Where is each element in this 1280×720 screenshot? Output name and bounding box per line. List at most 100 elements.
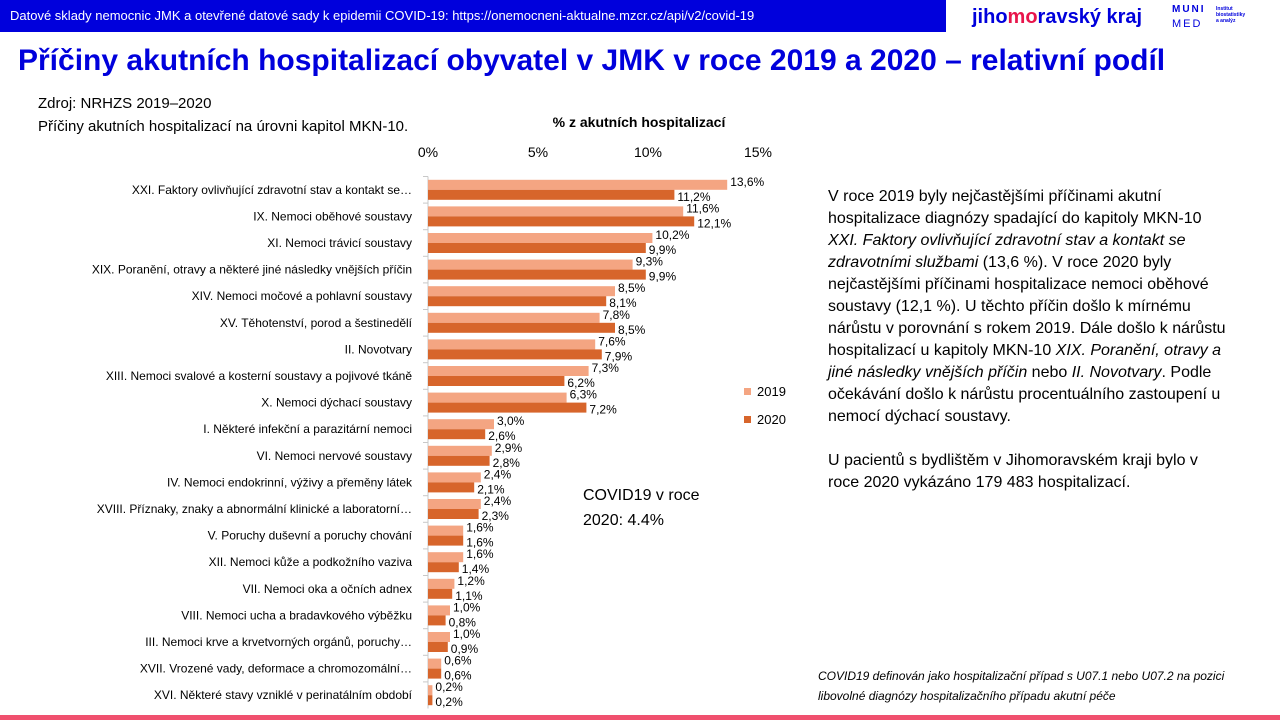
legend-swatch-2019 (744, 388, 751, 395)
bar-2019 (428, 179, 728, 190)
data-label-2020: 0,6% (444, 669, 472, 683)
category-label: VI. Nemoci nervové soustavy (257, 449, 412, 463)
category-label: I. Některé infekční a parazitární nemoci (203, 422, 412, 436)
bar-2020 (428, 668, 442, 679)
category-label: V. Poruchy duševní a poruchy chování (208, 529, 413, 543)
bar-2020 (428, 376, 565, 386)
source-line-2: Příčiny akutních hospitalizací na úrovni… (38, 118, 409, 135)
category-label: XVI. Některé stavy vzniklé v perinatální… (154, 688, 413, 702)
data-label-2019: 9,3% (636, 255, 664, 269)
bar-2020 (428, 695, 433, 706)
category-label: VIII. Nemoci ucha a bradavkového výběžku (181, 608, 412, 622)
data-label-2019: 2,4% (484, 494, 512, 508)
legend-label-2019: 2019 (757, 384, 786, 399)
data-label-2020: 1,6% (466, 536, 494, 550)
bar-2019 (428, 552, 464, 563)
desc-part-e: nebo (1027, 364, 1072, 381)
data-label-2020: 2,3% (482, 509, 510, 523)
x-tick-label: 0% (418, 144, 438, 160)
bar-2020 (428, 322, 615, 333)
chart-title: % z akutních hospitalizací (553, 114, 727, 130)
desc-part-b: XXI. Faktory ovlivňující zdravotní stav … (828, 232, 1186, 271)
data-label-2019: 1,6% (466, 547, 494, 561)
bar-2020 (428, 588, 453, 599)
source-bar: Datové sklady nemocnic JMK a otevřené da… (0, 0, 946, 32)
data-label-2020: 6,2% (567, 376, 595, 390)
desc-part-f: II. Novotvary (1071, 364, 1162, 381)
bar-2020 (428, 509, 479, 519)
bar-2020 (428, 216, 695, 227)
desc-part-c: (13,6 %). V roce 2020 byly nejčastějšími… (828, 254, 1226, 359)
med-logo-text: MED (1172, 18, 1203, 30)
data-label-2020: 1,1% (455, 589, 483, 603)
bar-2020 (428, 615, 446, 626)
category-label: XIII. Nemoci svalové a kosterní soustavy… (106, 369, 412, 383)
data-label-2020: 1,4% (462, 562, 490, 576)
bottom-accent-line (0, 715, 1280, 720)
bar-2020 (428, 402, 587, 413)
description-text: V roce 2019 byly nejčastějšími příčinami… (828, 186, 1233, 494)
bar-2020 (428, 269, 646, 280)
jmk-logo-highlight: mo (1007, 6, 1038, 28)
category-label: X. Nemoci dýchací soustavy (261, 396, 412, 410)
category-label: XVIII. Příznaky, znaky a abnormální klin… (97, 502, 412, 516)
bar-2019 (428, 632, 450, 642)
data-label-2020: 7,2% (589, 403, 617, 417)
category-label: IV. Nemoci endokrinní, výživy a přeměny … (167, 475, 413, 489)
category-label: XI. Nemoci trávicí soustavy (267, 236, 412, 250)
muni-med-logo: MUNI MED Institut biostatistiky a analýz (1172, 4, 1245, 34)
data-label-2020: 2,8% (493, 456, 521, 470)
category-label: XV. Těhotenství, porod a šestinedělí (220, 316, 413, 330)
muni-logo-text: MUNI (1172, 4, 1206, 15)
data-label-2020: 2,1% (477, 482, 505, 496)
covid-note-line-2: 2020: 4.4% (583, 512, 664, 529)
bar-2019 (428, 525, 464, 536)
data-label-2019: 1,2% (457, 574, 485, 588)
data-label-2020: 9,9% (649, 243, 677, 257)
bar-2020 (428, 429, 486, 440)
data-label-2019: 0,6% (444, 654, 472, 668)
bar-2019 (428, 206, 684, 217)
data-label-2020: 8,5% (618, 323, 646, 337)
data-label-2020: 9,9% (649, 270, 677, 284)
data-label-2020: 12,1% (697, 216, 731, 230)
category-label: XVII. Vrozené vady, deformace a chromozo… (140, 662, 412, 676)
desc-part-d: XIX. Poranění, otravy a jiné následky vn… (828, 342, 1222, 381)
bar-2019 (428, 392, 567, 403)
bar-2020 (428, 562, 459, 573)
category-label: XIV. Nemoci močové a pohlavní soustavy (192, 289, 412, 303)
data-label-2020: 11,2% (677, 190, 710, 204)
bar-2019 (428, 233, 653, 243)
bar-2020 (428, 535, 464, 546)
data-label-2020: 7,9% (605, 349, 633, 363)
covid-note: COVID19 v roce 2020: 4.4% (583, 483, 743, 533)
category-label: III. Nemoci krve a krvetvorných orgánů, … (145, 635, 412, 649)
description-paragraph-1: V roce 2019 byly nejčastějšími příčinami… (828, 186, 1233, 428)
source-line-1: Zdroj: NRHZS 2019–2020 (38, 95, 212, 112)
data-label-2019: 1,6% (466, 521, 494, 535)
bar-2020 (428, 349, 602, 360)
desc-part-g: . Podle očekávání došlo k nárůstu procen… (828, 364, 1221, 425)
data-label-2020: 0,2% (435, 695, 463, 709)
category-label: II. Novotvary (345, 342, 412, 356)
bar-2019 (428, 445, 492, 456)
bar-2019 (428, 472, 481, 483)
data-label-2019: 2,9% (495, 441, 523, 455)
data-label-2019: 1,0% (453, 600, 481, 614)
bar-2019 (428, 286, 615, 297)
data-label-2019: 3,0% (497, 414, 525, 428)
category-label: XIX. Poranění, otravy a některé jiné nás… (92, 263, 412, 277)
data-label-2019: 7,3% (592, 361, 620, 375)
desc-part-a: V roce 2019 byly nejčastějšími příčinami… (828, 188, 1202, 227)
page-title: Příčiny akutních hospitalizací obyvatel … (18, 44, 1166, 77)
bar-2019 (428, 339, 596, 350)
category-label: XII. Nemoci kůže a podkožního vaziva (209, 555, 413, 569)
data-label-2020: 0,9% (451, 642, 479, 656)
bar-2019 (428, 419, 494, 430)
description-paragraph-2: U pacientů s bydlištěm v Jihomoravském k… (828, 452, 1198, 491)
data-label-2020: 8,1% (609, 296, 637, 310)
bar-2019 (428, 578, 455, 589)
x-tick-label: 10% (634, 144, 662, 160)
category-label: VII. Nemoci oka a očních adnex (243, 582, 412, 596)
